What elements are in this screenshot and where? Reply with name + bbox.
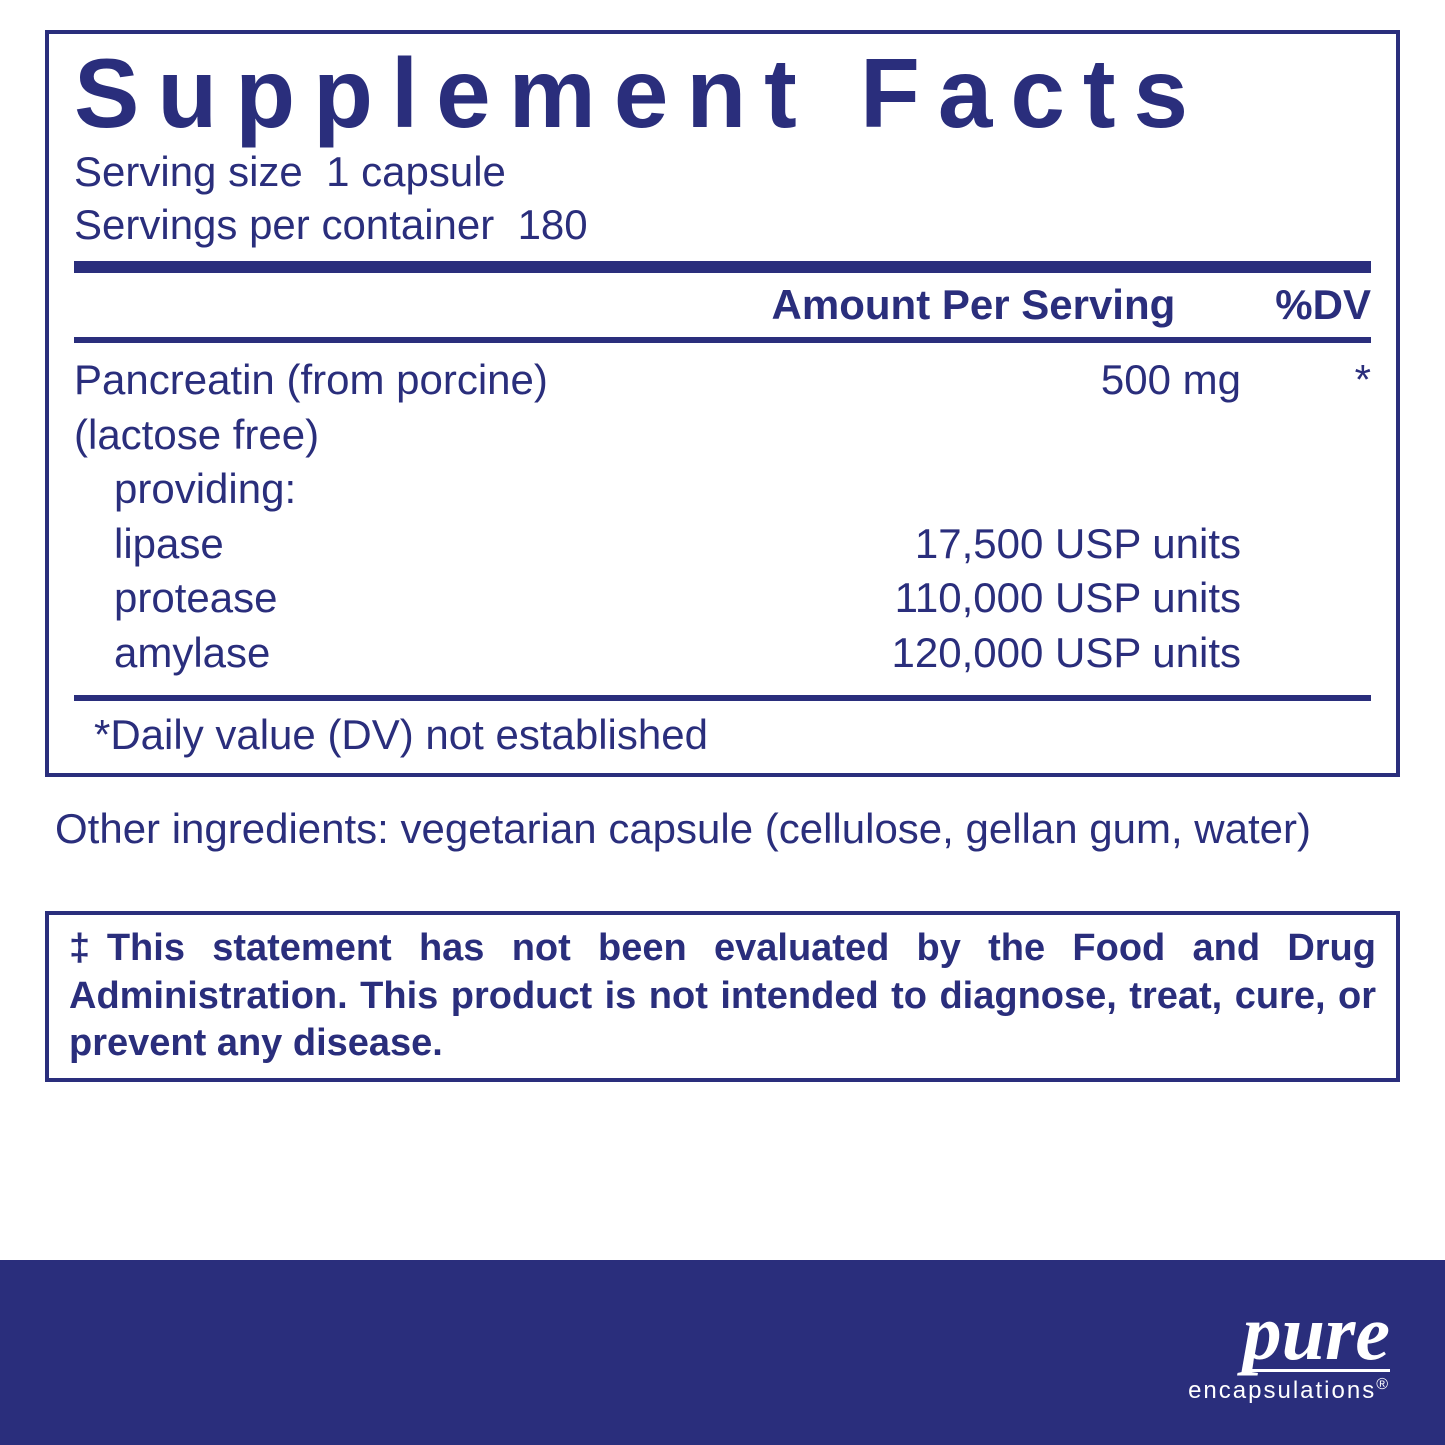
- brand-logo: pure encapsulations®: [1188, 1300, 1390, 1404]
- other-ingredients: Other ingredients: vegetarian capsule (c…: [55, 802, 1390, 857]
- component-row: protease 110,000 USP units: [74, 571, 1371, 626]
- brand-sub: encapsulations®: [1188, 1376, 1390, 1405]
- divider: [74, 695, 1371, 701]
- ingredient-row: Pancreatin (from porcine) 500 mg *: [74, 353, 1371, 408]
- component-row: amylase 120,000 USP units: [74, 626, 1371, 681]
- divider: [74, 261, 1371, 273]
- serving-size: Serving size 1 capsule: [74, 146, 1371, 199]
- header-dv: %DV: [1275, 281, 1371, 329]
- footer-bar: pure encapsulations®: [0, 1260, 1445, 1445]
- fda-disclaimer: ‡This statement has not been evaluated b…: [45, 911, 1400, 1082]
- ingredient-block: Pancreatin (from porcine) 500 mg * (lact…: [74, 353, 1371, 681]
- panel-title: Supplement Facts: [74, 44, 1371, 142]
- providing-label: providing:: [74, 462, 1371, 517]
- column-headers: Amount Per Serving %DV: [74, 279, 1371, 331]
- brand-main: pure: [1243, 1300, 1390, 1371]
- dv-note: *Daily value (DV) not established: [74, 709, 1371, 763]
- header-amount: Amount Per Serving: [772, 281, 1176, 329]
- supplement-facts-panel: Supplement Facts Serving size 1 capsule …: [45, 30, 1400, 777]
- component-row: lipase 17,500 USP units: [74, 517, 1371, 572]
- servings-per-container: Servings per container 180: [74, 199, 1371, 252]
- ingredient-qualifier: (lactose free): [74, 408, 1371, 463]
- divider: [74, 337, 1371, 343]
